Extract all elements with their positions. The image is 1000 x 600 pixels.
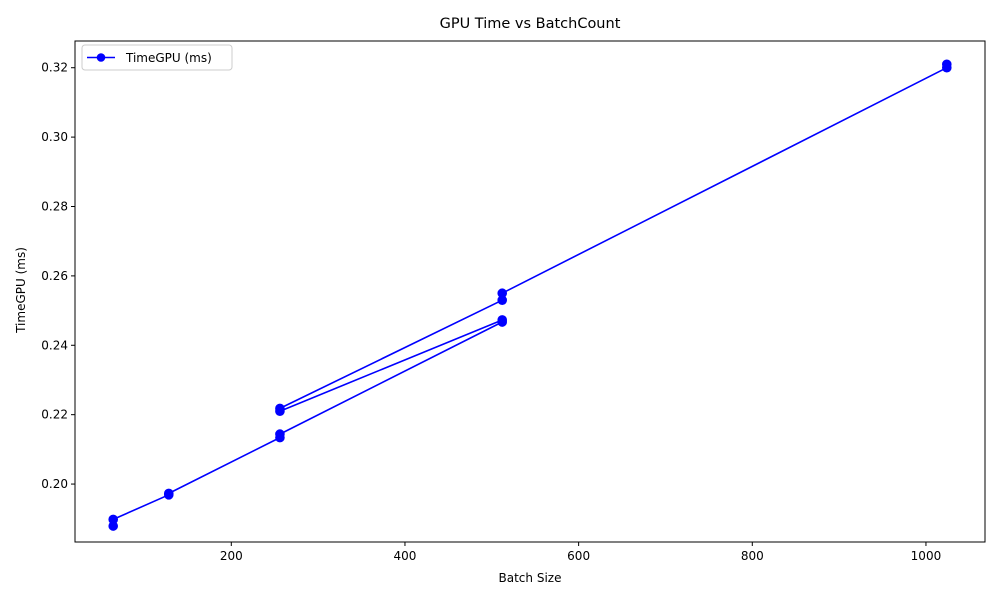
- legend-marker: [96, 53, 106, 62]
- x-tick-label: 600: [567, 549, 590, 563]
- legend: TimeGPU (ms): [81, 44, 233, 71]
- data-point: [275, 429, 285, 439]
- x-tick-label: 200: [220, 549, 243, 563]
- data-point: [941, 59, 952, 70]
- data-point: [275, 403, 285, 414]
- y-tick-label: 0.20: [41, 477, 68, 491]
- y-axis-ticks: 0.20 0.22 0.24 0.26 0.28 0.30 0.32: [41, 61, 75, 491]
- axes-frame: [74, 40, 986, 543]
- x-tick-label: 800: [741, 549, 764, 563]
- series-layer: [108, 59, 952, 531]
- plot-area: [74, 40, 986, 543]
- data-point: [163, 488, 174, 499]
- y-tick-label: 0.28: [41, 199, 68, 213]
- y-axis-label: TimeGPU (ms): [14, 247, 28, 334]
- x-tick-label: 1000: [911, 549, 942, 563]
- y-tick-label: 0.32: [41, 61, 68, 75]
- legend-box: [81, 44, 233, 71]
- y-tick-label: 0.26: [41, 269, 68, 283]
- chart-title: GPU Time vs BatchCount: [440, 16, 621, 32]
- x-axis-ticks: 200 400 600 800 1000: [220, 542, 941, 563]
- y-tick-label: 0.24: [41, 338, 68, 352]
- legend-label: TimeGPU (ms): [125, 51, 212, 65]
- y-tick-label: 0.22: [41, 408, 68, 422]
- data-point: [108, 514, 119, 525]
- y-tick-label: 0.30: [41, 130, 68, 144]
- x-axis-label: Batch Size: [499, 571, 562, 585]
- data-point: [497, 288, 508, 299]
- x-tick-label: 400: [394, 549, 417, 563]
- data-point: [497, 315, 508, 325]
